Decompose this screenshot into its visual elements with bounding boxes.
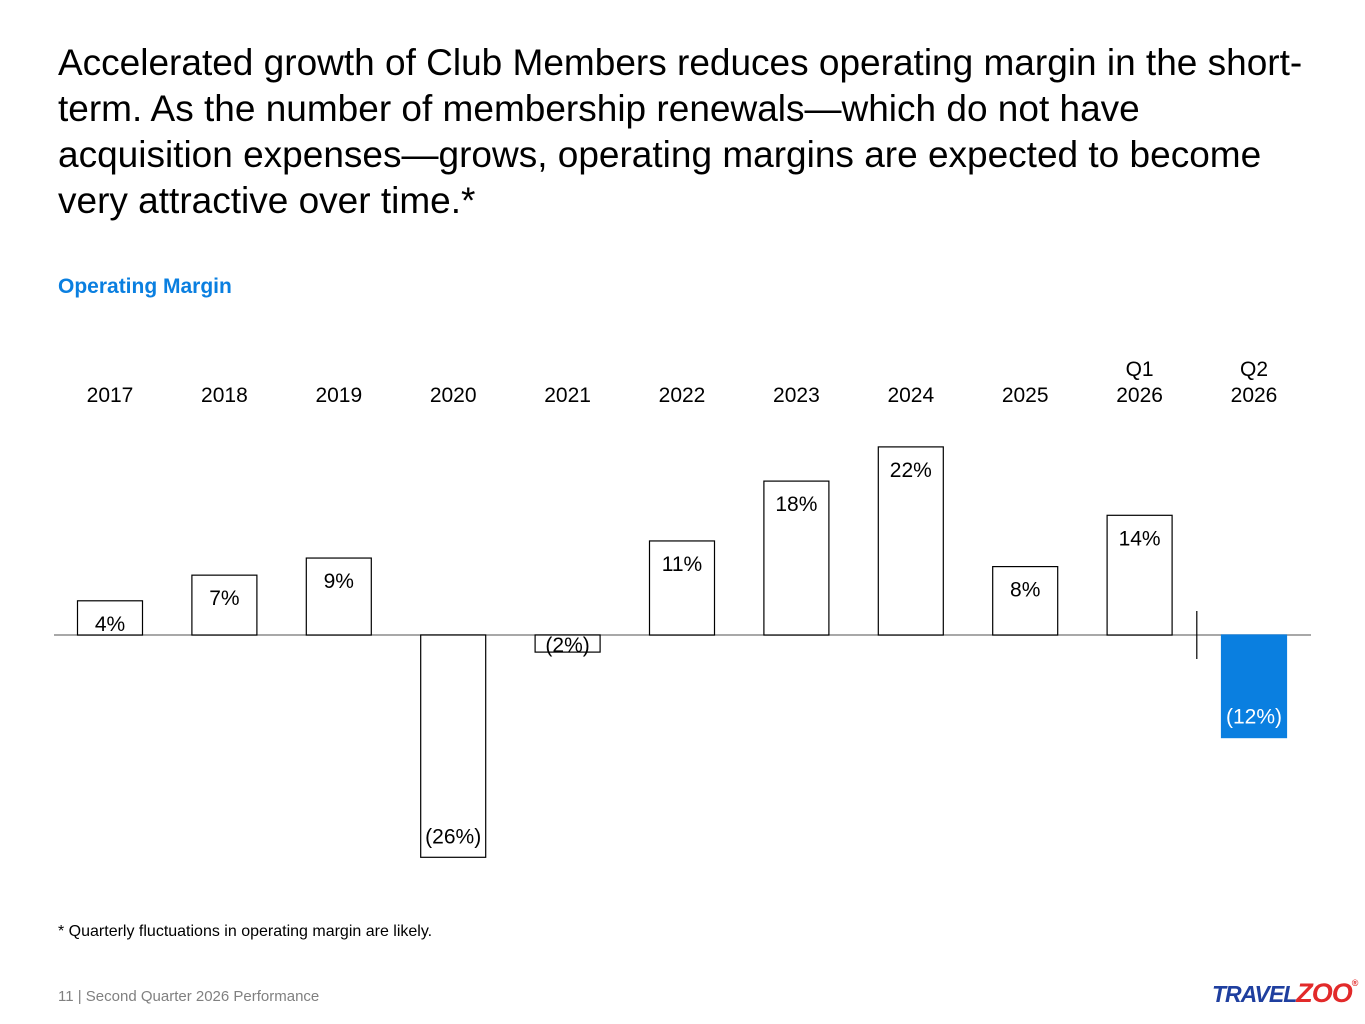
data-label: 22%: [890, 459, 932, 482]
category-label: 2019: [315, 384, 362, 407]
data-label: 8%: [1010, 579, 1040, 602]
category-label: 2026: [1231, 384, 1278, 407]
bar: [305, 557, 372, 636]
bar: [992, 566, 1059, 636]
bar: [648, 540, 716, 636]
logo-text-zoo: ZOO: [1296, 978, 1352, 1008]
category-label: 2017: [87, 384, 134, 407]
data-label: (12%): [1226, 706, 1282, 729]
footnote: * Quarterly fluctuations in operating ma…: [58, 923, 433, 940]
category-label: 2020: [430, 384, 477, 407]
category-label: 2023: [773, 384, 820, 407]
data-label: 11%: [662, 553, 702, 576]
bar: [763, 480, 830, 636]
data-label: (26%): [425, 825, 481, 848]
category-label: 2025: [1002, 384, 1049, 407]
data-label: 4%: [95, 613, 125, 636]
travelzoo-logo: TRAVELZOO®: [1212, 978, 1359, 1009]
bar: [420, 634, 487, 858]
data-label: 9%: [324, 570, 354, 593]
category-label: 2024: [887, 384, 934, 407]
category-label: Q2: [1240, 358, 1268, 381]
bar: [76, 600, 144, 636]
headline: Accelerated growth of Club Members reduc…: [58, 42, 1303, 221]
category-label: 2018: [201, 384, 248, 407]
page-footer: 11 | Second Quarter 2026 Performance: [58, 988, 320, 1005]
bar: [877, 446, 944, 636]
logo-registered-mark: ®: [1351, 978, 1359, 988]
data-label: 18%: [775, 493, 817, 516]
data-label: 14%: [1119, 527, 1161, 550]
bar: [534, 634, 601, 653]
logo-text-travel: TRAVEL: [1212, 981, 1297, 1007]
bar: [1106, 514, 1173, 636]
bar: [191, 574, 258, 636]
bar: [1220, 634, 1288, 739]
operating-margin-chart: 2017 4% 2018 7% 2019 9% 2020 (26%) 2021 (2%) 2022 1…: [54, 358, 1311, 858]
category-label: 2026: [1116, 384, 1163, 407]
category-label: 2022: [659, 384, 706, 407]
category-label: Q1: [1126, 358, 1154, 381]
data-label: 7%: [209, 587, 239, 610]
data-label: (2%): [545, 634, 589, 657]
category-label: 2021: [544, 384, 591, 407]
chart-title: Operating Margin: [58, 275, 232, 298]
